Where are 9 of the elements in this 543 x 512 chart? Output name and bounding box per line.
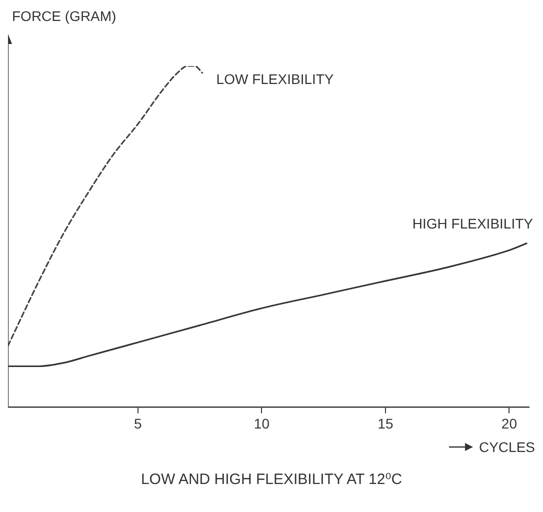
x-tick-label: 10 <box>254 415 270 432</box>
x-tick-label: 20 <box>501 415 518 432</box>
x-tick-label: 5 <box>134 415 142 432</box>
series-label: LOW FLEXIBILITY <box>216 70 334 87</box>
x-tick-label: 15 <box>378 415 394 432</box>
y-axis-title: FORCE (GRAM) <box>12 8 118 26</box>
x-axis-title: CYCLES <box>478 439 535 455</box>
text: LOW AND HIGH FLEXIBILITY AT 12⁰C <box>140 470 404 488</box>
series-label: HIGH FLEXIBILITY <box>412 215 534 232</box>
